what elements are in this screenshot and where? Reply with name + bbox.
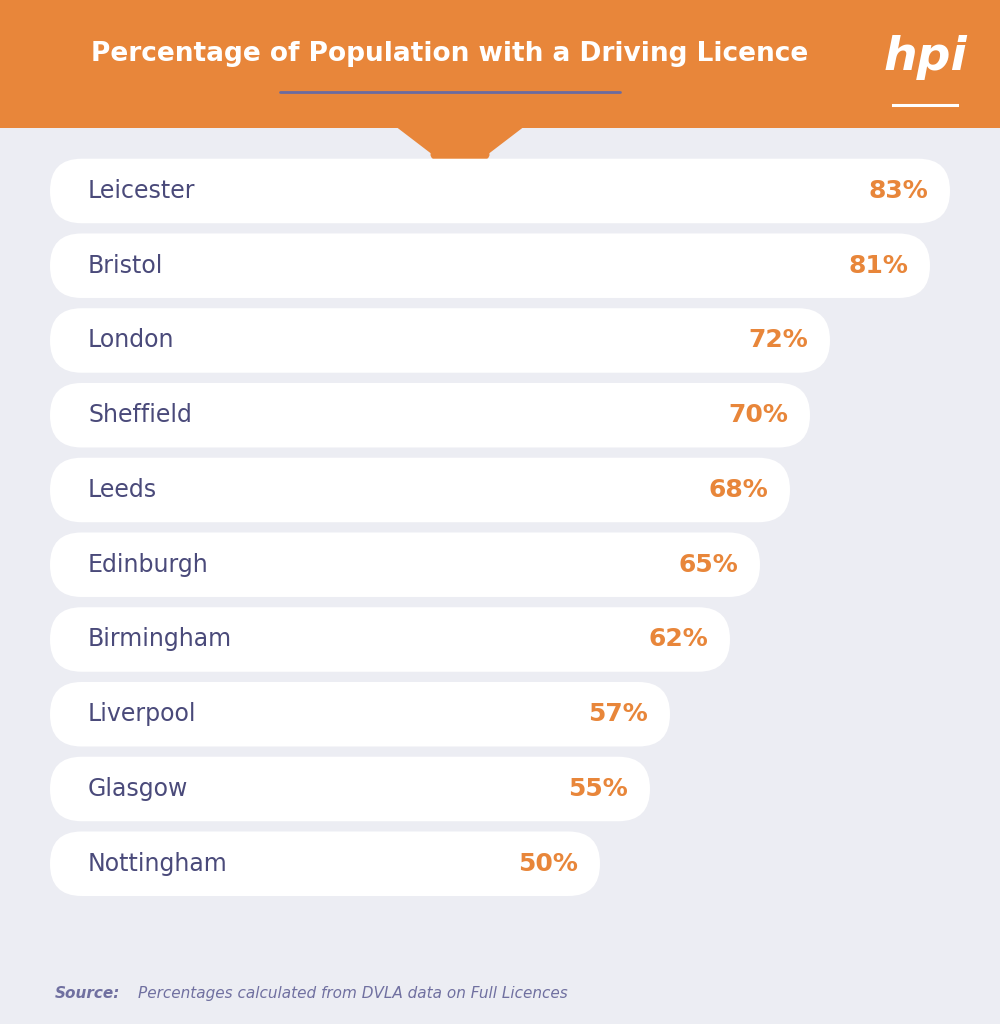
Text: Birmingham: Birmingham xyxy=(88,628,232,651)
Text: Percentages calculated from DVLA data on Full Licences: Percentages calculated from DVLA data on… xyxy=(138,986,568,1000)
Text: Bristol: Bristol xyxy=(88,254,163,278)
Text: Nottingham: Nottingham xyxy=(88,852,228,876)
Text: 83%: 83% xyxy=(868,179,928,203)
Text: Percentage of Population with a Driving Licence: Percentage of Population with a Driving … xyxy=(91,41,809,67)
FancyBboxPatch shape xyxy=(50,831,600,896)
FancyBboxPatch shape xyxy=(50,383,810,447)
Text: 57%: 57% xyxy=(588,702,648,726)
Polygon shape xyxy=(395,126,525,155)
FancyBboxPatch shape xyxy=(50,458,790,522)
Text: 65%: 65% xyxy=(678,553,738,577)
Text: 62%: 62% xyxy=(648,628,708,651)
Text: 68%: 68% xyxy=(708,478,768,502)
Text: Leicester: Leicester xyxy=(88,179,196,203)
FancyBboxPatch shape xyxy=(50,308,830,373)
FancyBboxPatch shape xyxy=(50,233,930,298)
FancyBboxPatch shape xyxy=(50,532,760,597)
Text: London: London xyxy=(88,329,175,352)
Text: 72%: 72% xyxy=(748,329,808,352)
Text: Liverpool: Liverpool xyxy=(88,702,196,726)
Text: Leeds: Leeds xyxy=(88,478,157,502)
FancyBboxPatch shape xyxy=(0,0,1000,128)
Text: 70%: 70% xyxy=(728,403,788,427)
Text: 50%: 50% xyxy=(518,852,578,876)
Ellipse shape xyxy=(430,143,490,166)
Text: Glasgow: Glasgow xyxy=(88,777,188,801)
FancyBboxPatch shape xyxy=(50,682,670,746)
FancyBboxPatch shape xyxy=(50,757,650,821)
Text: 81%: 81% xyxy=(848,254,908,278)
FancyBboxPatch shape xyxy=(50,607,730,672)
FancyBboxPatch shape xyxy=(50,159,950,223)
Text: 55%: 55% xyxy=(568,777,628,801)
Text: hpi: hpi xyxy=(883,35,967,80)
Text: Source:: Source: xyxy=(55,986,120,1000)
Text: Sheffield: Sheffield xyxy=(88,403,192,427)
Text: Edinburgh: Edinburgh xyxy=(88,553,209,577)
